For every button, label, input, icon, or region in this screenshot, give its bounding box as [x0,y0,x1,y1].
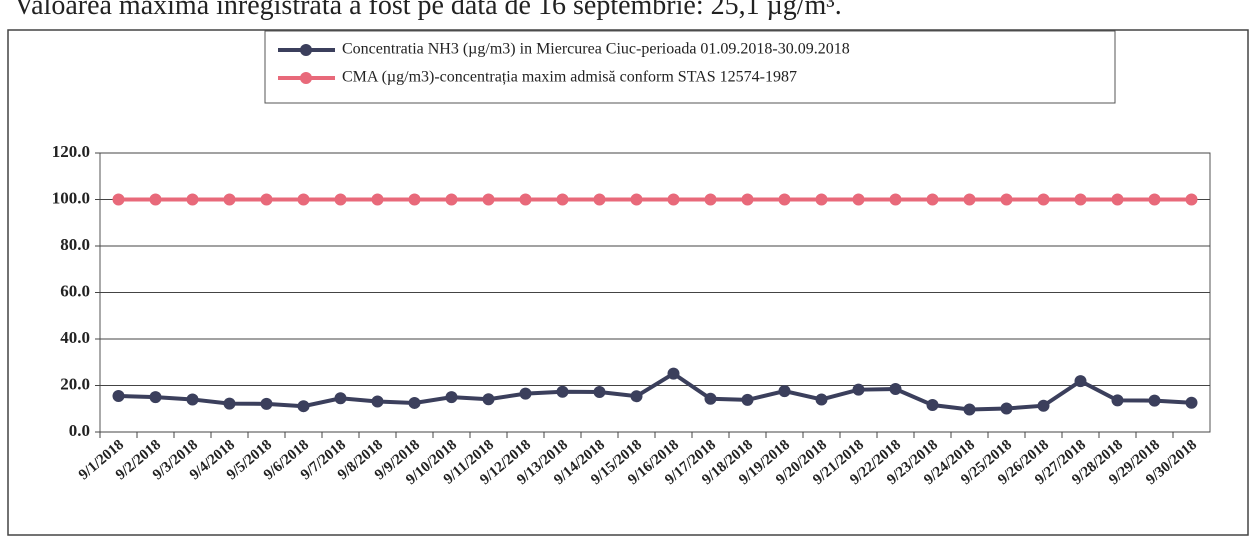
point [223,193,236,206]
point [852,383,865,396]
point [112,389,125,402]
legend-box [264,30,1116,104]
point [1111,193,1124,206]
y-tick-label: 0.0 [69,421,90,440]
point [852,193,865,206]
point [630,193,643,206]
point [815,193,828,206]
point [667,193,680,206]
y-tick-label: 120.0 [52,142,90,161]
point [556,385,569,398]
point [445,391,458,404]
point [1074,193,1087,206]
point [1148,193,1161,206]
point [889,193,902,206]
point [667,367,680,380]
point [519,387,532,400]
point [297,193,310,206]
point [1111,394,1124,407]
point [963,193,976,206]
point [815,393,828,406]
point [297,400,310,413]
y-tick-label: 60.0 [60,281,90,300]
point [778,385,791,398]
caption: Valoarea maximă înregistrată a fost pe d… [14,0,842,21]
point [926,193,939,206]
point [1148,394,1161,407]
point [371,193,384,206]
point [1000,402,1013,415]
legend-marker [300,72,312,84]
y-tick-label: 40.0 [60,328,90,347]
point [408,396,421,409]
point [112,193,125,206]
point [445,193,458,206]
y-tick-label: 20.0 [60,374,90,393]
y-tick-label: 100.0 [52,188,90,207]
point [1037,399,1050,412]
point [186,393,199,406]
point [482,393,495,406]
point [741,193,754,206]
series-line [118,371,1192,412]
point [1037,193,1050,206]
point [1185,396,1198,409]
point [149,391,162,404]
point [963,403,976,416]
point [630,390,643,403]
point [334,392,347,405]
point [556,193,569,206]
point [1185,193,1198,206]
legend-label: Concentratia NH3 (µg/m3) in Miercurea Ci… [342,41,850,58]
point [741,393,754,406]
point [260,193,273,206]
point [778,193,791,206]
point [260,397,273,410]
point [519,193,532,206]
chart-frame [7,29,1249,536]
point [408,193,421,206]
point [482,193,495,206]
y-tick-label: 80.0 [60,235,90,254]
point [889,382,902,395]
point [704,193,717,206]
point [371,395,384,408]
point [593,193,606,206]
point [704,392,717,405]
point [223,397,236,410]
point [186,193,199,206]
legend-label: CMA (µg/m3)-concentrația maxim admisă co… [342,69,797,86]
point [926,399,939,412]
point [1000,193,1013,206]
point [1074,375,1087,388]
legend-marker [300,44,312,56]
point [593,386,606,399]
point [334,193,347,206]
point [149,193,162,206]
